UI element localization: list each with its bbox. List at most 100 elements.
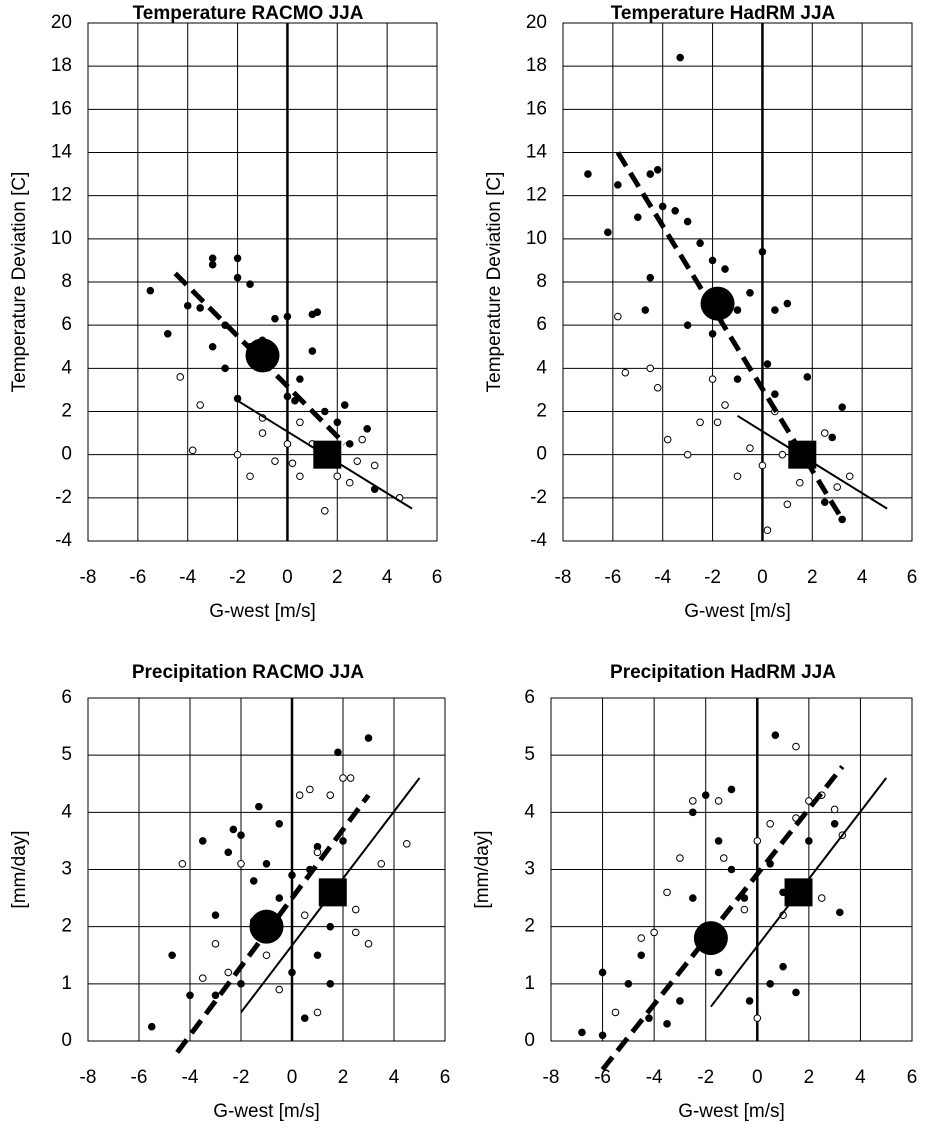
open-point [275, 985, 284, 994]
filled-point [363, 424, 372, 433]
x-tick-label: -6 [594, 1067, 611, 1088]
open-point [198, 974, 207, 982]
y-tick-label: 0 [61, 444, 72, 465]
y-tick-label: 2 [61, 916, 72, 937]
filled-point [708, 256, 717, 265]
filled-point [183, 301, 192, 310]
y-tick-label: 3 [524, 859, 535, 880]
open-point [262, 951, 271, 960]
open-point [339, 774, 347, 782]
filled-point [838, 515, 847, 524]
filled-point [727, 785, 736, 794]
panel-title: Precipitation RACMO JJA [132, 662, 365, 683]
open-point [792, 742, 800, 751]
y-tick-label: 20 [51, 12, 72, 33]
panel-title: Temperature HadRM JJA [611, 3, 836, 24]
filled-point [676, 997, 684, 1005]
filled-point [771, 306, 779, 314]
open-point [650, 928, 658, 937]
x-tick-label: 0 [287, 1067, 298, 1088]
open-point [333, 472, 342, 481]
open-point [721, 401, 729, 409]
open-point [313, 1008, 322, 1017]
y-tick-label: 12 [526, 185, 547, 206]
filled-point [820, 498, 829, 506]
filled-point [326, 922, 335, 931]
open-point [714, 797, 723, 805]
y-tick-label: -4 [530, 530, 547, 551]
open-point [689, 797, 697, 805]
open-point [758, 461, 767, 470]
filled-point [714, 837, 723, 845]
y-tick-label: 4 [61, 801, 72, 822]
filled-point [646, 170, 655, 178]
filled-point [333, 418, 342, 427]
panel: Precipitation HadRM JJA G-west [m/s] [mm/d… [472, 662, 917, 1122]
filled-point [641, 306, 650, 314]
open-point [753, 1014, 762, 1022]
y-tick-label: 0 [61, 1030, 72, 1051]
open-point [258, 429, 267, 437]
x-tick-label: 6 [432, 567, 443, 588]
filled-point [288, 968, 296, 977]
open-point [233, 450, 242, 459]
y-tick-label: 6 [61, 687, 72, 708]
y-tick-label: -2 [530, 487, 547, 508]
open-point [611, 1008, 620, 1017]
filled-point [614, 181, 622, 189]
x-tick-label: -8 [555, 567, 572, 588]
y-tick-label: 18 [51, 55, 72, 76]
filled-point [249, 877, 258, 885]
filled-point [283, 312, 292, 321]
filled-point [838, 403, 847, 411]
y-tick-label: 8 [536, 271, 547, 292]
y-axis-label: Temperature Deviation [C] [9, 172, 30, 393]
open-point [621, 368, 630, 377]
filled-point [146, 286, 155, 295]
open-point [833, 483, 842, 491]
open-point [296, 472, 304, 481]
filled-point [708, 330, 717, 338]
y-tick-label: 4 [61, 357, 72, 378]
open-point [746, 444, 754, 452]
open-point [753, 837, 762, 845]
open-point [766, 819, 774, 828]
filled-point [339, 837, 347, 845]
filled-point [763, 360, 772, 368]
filled-point [783, 299, 792, 308]
filled-point [745, 997, 754, 1005]
filled-point [671, 206, 679, 215]
mean-circle [245, 338, 280, 373]
filled-point [689, 894, 697, 902]
filled-point [721, 265, 729, 273]
filled-point [779, 962, 787, 971]
filled-point [645, 1014, 653, 1022]
x-tick-label: -8 [80, 1067, 97, 1088]
open-point [237, 859, 245, 868]
filled-point [224, 848, 233, 857]
y-tick-label: 8 [61, 271, 72, 292]
filled-point [255, 802, 263, 811]
mean-square [784, 878, 813, 907]
filled-point [211, 991, 220, 1000]
y-tick-label: 5 [61, 744, 72, 765]
mean-circle [693, 921, 728, 956]
y-tick-label: 4 [536, 357, 547, 378]
x-tick-label: -8 [80, 567, 97, 588]
filled-point [313, 308, 322, 317]
open-point [676, 854, 684, 862]
y-axis-label: [mm/day] [9, 830, 30, 908]
filled-point [168, 951, 176, 960]
filled-point [805, 837, 813, 845]
filled-point [345, 440, 354, 448]
y-tick-label: -2 [55, 487, 72, 508]
filled-point [758, 247, 767, 256]
mean-square [318, 878, 347, 907]
open-point [713, 418, 722, 427]
x-tick-label: 2 [807, 567, 818, 588]
filled-point [229, 825, 238, 834]
filled-point [233, 254, 242, 263]
panel-title: Precipitation HadRM JJA [610, 662, 836, 683]
open-point [313, 848, 322, 857]
